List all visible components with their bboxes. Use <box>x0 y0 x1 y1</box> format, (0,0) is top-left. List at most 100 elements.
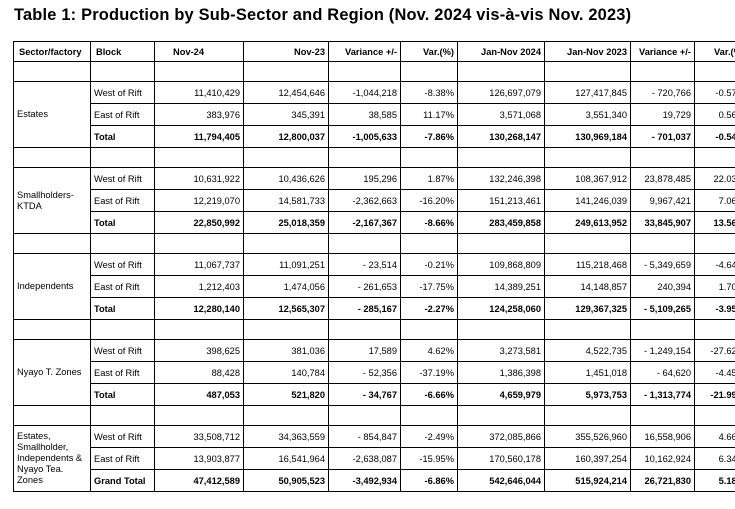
table-title: Table 1: Production by Sub-Sector and Re… <box>14 6 632 24</box>
col-header-jan-nov-2023: Jan-Nov 2023 <box>544 41 631 62</box>
spacer-row <box>13 319 735 340</box>
value-cell: -2,638,087 <box>328 447 401 470</box>
value-cell: 19,729 <box>630 103 695 126</box>
spacer-cell <box>90 319 155 340</box>
value-cell: -2,167,367 <box>328 211 401 234</box>
value-cell: 11,794,405 <box>154 125 244 148</box>
sector-cell: Estates <box>13 81 91 148</box>
spacer-cell <box>243 405 329 426</box>
spacer-cell <box>154 319 244 340</box>
spacer-cell <box>154 147 244 168</box>
value-cell: 47,412,589 <box>154 469 244 492</box>
spacer-cell <box>630 233 695 254</box>
col-header-nov24: Nov-24 <box>154 41 244 62</box>
value-cell: 542,646,044 <box>457 469 545 492</box>
value-cell: 195,296 <box>328 167 401 190</box>
value-cell: 13,903,877 <box>154 447 244 470</box>
block-cell: Total <box>90 125 155 148</box>
sector-cell: Nyayo T. Zones <box>13 339 91 406</box>
value-cell: 0.56% <box>694 103 735 126</box>
block-cell: East of Rift <box>90 447 155 470</box>
value-cell: -8.38% <box>400 81 458 104</box>
spacer-cell <box>154 61 244 82</box>
value-cell: 126,697,079 <box>457 81 545 104</box>
value-cell: 240,394 <box>630 275 695 298</box>
value-cell: -15.95% <box>400 447 458 470</box>
spacer-cell <box>630 319 695 340</box>
spacer-cell <box>13 61 91 82</box>
col-header-block: Block <box>90 41 155 62</box>
spacer-cell <box>154 233 244 254</box>
value-cell: 34,363,559 <box>243 425 329 448</box>
value-cell: 12,280,140 <box>154 297 244 320</box>
value-cell: 16,558,906 <box>630 425 695 448</box>
block-cell: Total <box>90 211 155 234</box>
value-cell: -2.49% <box>400 425 458 448</box>
value-cell: 127,417,845 <box>544 81 631 104</box>
spacer-cell <box>544 319 631 340</box>
table-row: East of Rift 88,428 140,784- 52,356 -37.19%… <box>14 361 735 384</box>
value-cell: -3,492,934 <box>328 469 401 492</box>
value-cell: -8.66% <box>400 211 458 234</box>
value-cell: - 23,514 <box>328 253 401 276</box>
value-cell: - 34,767 <box>328 383 401 406</box>
block-cell: West of Rift <box>90 81 155 104</box>
value-cell: 4.62% <box>400 339 458 362</box>
value-cell: -6.86% <box>400 469 458 492</box>
value-cell: - 701,037 <box>630 125 695 148</box>
spacer-cell <box>90 147 155 168</box>
spacer-cell <box>544 405 631 426</box>
spacer-cell <box>243 233 329 254</box>
value-cell: 124,258,060 <box>457 297 545 320</box>
col-header-var-pct-month: Var.(%) <box>400 41 458 62</box>
spacer-cell <box>694 319 735 340</box>
block-cell: East of Rift <box>90 361 155 384</box>
spacer-cell <box>694 405 735 426</box>
spacer-cell <box>13 147 91 168</box>
spacer-cell <box>630 147 695 168</box>
value-cell: 1,474,056 <box>243 275 329 298</box>
value-cell: 11,067,737 <box>154 253 244 276</box>
spacer-cell <box>154 405 244 426</box>
table-row: East of Rift 12,219,070 14,581,733 -2,362,6… <box>14 189 735 212</box>
spacer-cell <box>457 405 545 426</box>
block-cell: Total <box>90 297 155 320</box>
spacer-cell <box>13 405 91 426</box>
col-header-jan-nov-2024: Jan-Nov 2024 <box>457 41 545 62</box>
value-cell: -7.86% <box>400 125 458 148</box>
spacer-cell <box>328 405 401 426</box>
spacer-row <box>13 147 735 168</box>
value-cell: 4.66% <box>694 425 735 448</box>
spacer-cell <box>243 147 329 168</box>
total-row: Grand Total 47,412,589 50,905,523 -3,492,93… <box>14 469 735 492</box>
spacer-cell <box>694 147 735 168</box>
spacer-cell <box>400 233 458 254</box>
spacer-cell <box>457 319 545 340</box>
value-cell: 25,018,359 <box>243 211 329 234</box>
value-cell: 11,091,251 <box>243 253 329 276</box>
block-cell: West of Rift <box>90 253 155 276</box>
total-row: Total 22,850,992 25,018,359 -2,167,367 -8.66… <box>14 211 735 234</box>
spacer-cell <box>13 233 91 254</box>
spacer-cell <box>13 319 91 340</box>
value-cell: 109,868,809 <box>457 253 545 276</box>
value-cell: 487,053 <box>154 383 244 406</box>
spacer-cell <box>457 61 545 82</box>
header-row: Sector/factory Block Nov-24 Nov-23 Varia… <box>13 41 735 62</box>
value-cell: 108,367,912 <box>544 167 631 190</box>
block-cell: West of Rift <box>90 425 155 448</box>
value-cell: 11.17% <box>400 103 458 126</box>
value-cell: 26,721,830 <box>630 469 695 492</box>
spacer-cell <box>328 61 401 82</box>
value-cell: -16.20% <box>400 189 458 212</box>
value-cell: 130,969,184 <box>544 125 631 148</box>
table-row: Smallholders-KTDA West of Rift 10,631,922 1… <box>13 167 735 234</box>
production-table: Sector/factory Block Nov-24 Nov-23 Varia… <box>13 41 735 492</box>
total-row: Total 11,794,405 12,800,037 -1,005,633 -7.86… <box>14 125 735 148</box>
col-header-sector: Sector/factory <box>13 41 91 62</box>
value-cell: -0.21% <box>400 253 458 276</box>
value-cell: - 261,653 <box>328 275 401 298</box>
value-cell: -1,005,633 <box>328 125 401 148</box>
value-cell: 3,551,340 <box>544 103 631 126</box>
sector-cell: Estates, Smallholder, Independents & Nya… <box>13 425 91 492</box>
